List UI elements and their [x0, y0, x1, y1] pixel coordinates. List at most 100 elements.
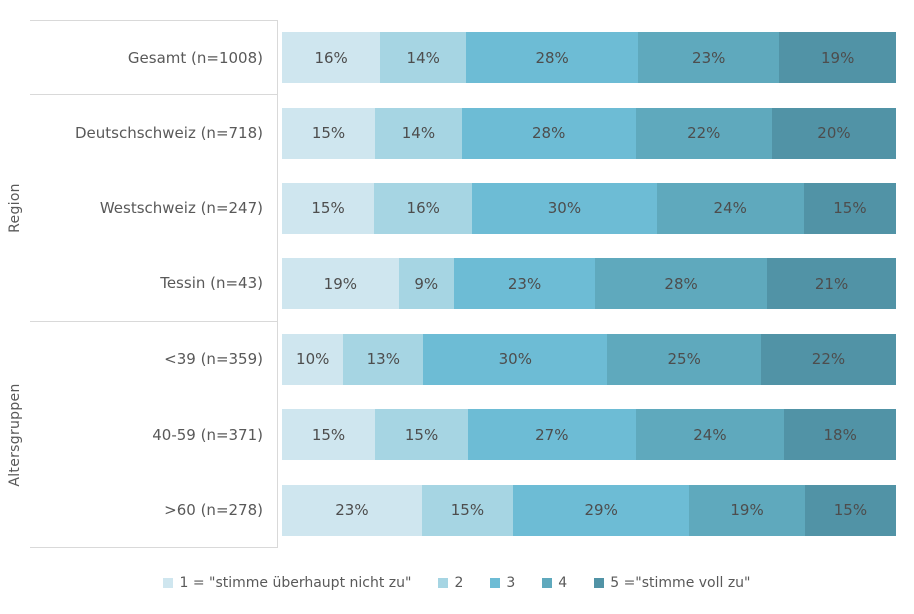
- bar-segment-value: 15%: [311, 425, 346, 444]
- legend-swatch-1: [163, 577, 174, 588]
- bar-segment: 15%: [282, 409, 376, 461]
- legend-item-4: 4: [542, 575, 567, 591]
- bar-segment: 22%: [760, 333, 896, 385]
- bar-segment-value: 23%: [692, 48, 726, 67]
- bar-cell: 15% 14% 28% 22% 20%: [278, 95, 914, 170]
- bar-segment: 27%: [468, 409, 636, 461]
- bar-segment: 28%: [466, 32, 639, 84]
- legend-swatch-3: [490, 577, 501, 588]
- group-label-altersgruppen: Altersgruppen: [7, 382, 23, 487]
- row-label-westschweiz: Westschweiz (n=247): [99, 199, 263, 218]
- bar-segment-value: 21%: [814, 274, 849, 293]
- bar-segment: 9%: [398, 258, 454, 310]
- stacked-bar-40-59: 15% 15% 27% 24% 18%: [282, 409, 896, 461]
- bar-segment-value: 13%: [366, 350, 400, 369]
- bar-segment-value: 15%: [404, 425, 439, 444]
- stacked-bar-chart: Region Altersgruppen Gesamt (n=1008) 16%…: [0, 20, 914, 614]
- chart-legend: 1 = "stimme überhaupt nicht zu" 2 3 4 5 …: [0, 575, 914, 591]
- legend-label-5: 5 ="stimme voll zu": [610, 574, 751, 591]
- bar-segment-value: 24%: [713, 199, 747, 218]
- bar-segment: 13%: [343, 333, 424, 385]
- row-label-cell: Gesamt (n=1008): [30, 20, 278, 96]
- bar-segment-value: 23%: [335, 501, 369, 520]
- row-label-tessin: Tessin (n=43): [160, 274, 263, 293]
- bar-segment: 10%: [282, 333, 344, 385]
- legend-swatch-2: [438, 577, 449, 588]
- legend-label-3: 3: [506, 574, 516, 591]
- bar-segment-value: 16%: [406, 199, 440, 218]
- bar-segment: 19%: [779, 32, 896, 84]
- row-label-unter-39: <39 (n=359): [164, 350, 263, 369]
- row-label-cell: Deutschschweiz (n=718): [30, 95, 278, 171]
- bar-segment-value: 14%: [401, 124, 436, 143]
- bar-segment: 16%: [282, 32, 381, 84]
- bar-segment: 25%: [607, 333, 761, 385]
- bar-segment-value: 19%: [820, 48, 855, 67]
- legend-item-3: 3: [490, 575, 515, 591]
- group-label-region: Region: [7, 183, 23, 234]
- bar-segment: 24%: [635, 409, 785, 461]
- stacked-bar-gesamt: 16% 14% 28% 23% 19%: [282, 32, 896, 84]
- bar-segment-value: 28%: [532, 124, 566, 143]
- bar-segment: 14%: [380, 32, 467, 84]
- bar-segment: 15%: [375, 409, 469, 461]
- stacked-bar-deutschschweiz: 15% 14% 28% 22% 20%: [282, 107, 896, 159]
- legend-label-2: 2: [454, 574, 464, 591]
- legend-label-1: 1 = "stimme überhaupt nicht zu": [179, 574, 412, 591]
- bar-segment: 20%: [771, 107, 896, 159]
- bar-segment: 19%: [282, 258, 399, 310]
- bar-segment-value: 18%: [823, 425, 857, 444]
- bar-segment-value: 25%: [667, 350, 701, 369]
- chart-plot-area: Region Altersgruppen Gesamt (n=1008) 16%…: [0, 20, 914, 548]
- row-label-ueber-60: >60 (n=278): [164, 500, 263, 519]
- row-label-cell: Westschweiz (n=247): [30, 170, 278, 247]
- bar-segment: 28%: [595, 258, 768, 310]
- row-label-40-59: 40-59 (n=371): [152, 425, 263, 444]
- bar-segment-value: 15%: [311, 199, 345, 218]
- bar-cell: 15% 15% 27% 24% 18%: [278, 397, 914, 472]
- row-label-cell: >60 (n=278): [30, 472, 278, 548]
- bar-segment: 18%: [784, 409, 896, 461]
- row-label-cell: 40-59 (n=371): [30, 396, 278, 473]
- bar-segment: 15%: [421, 484, 514, 536]
- bar-cell: 19% 9% 23% 28% 21%: [278, 246, 914, 321]
- bar-segment: 24%: [656, 182, 804, 234]
- bar-segment: 28%: [461, 107, 636, 159]
- bar-cell: 15% 16% 30% 24% 15%: [278, 171, 914, 246]
- bar-segment: 29%: [513, 484, 690, 536]
- bar-segment: 19%: [689, 484, 805, 536]
- bar-segment-value: 29%: [584, 501, 618, 520]
- bar-segment-value: 22%: [811, 350, 846, 369]
- bar-segment: 23%: [638, 32, 780, 84]
- bar-segment: 30%: [472, 182, 657, 234]
- bar-segment: 15%: [803, 182, 896, 234]
- bar-segment-value: 9%: [414, 274, 439, 293]
- bar-cell: 16% 14% 28% 23% 19%: [278, 20, 914, 95]
- bar-segment-value: 20%: [817, 124, 851, 143]
- bar-cell: 23% 15% 29% 19% 15%: [278, 472, 914, 547]
- bar-segment-value: 28%: [664, 274, 698, 293]
- bar-segment-value: 30%: [498, 350, 532, 369]
- legend-item-5: 5 ="stimme voll zu": [594, 574, 751, 591]
- legend-swatch-4: [542, 577, 553, 588]
- bar-segment: 22%: [635, 107, 772, 159]
- bar-segment: 23%: [453, 258, 596, 310]
- bar-segment-value: 30%: [547, 199, 582, 218]
- bar-segment-value: 14%: [406, 48, 440, 67]
- row-label-cell: Tessin (n=43): [30, 246, 278, 322]
- bar-segment-value: 15%: [833, 199, 867, 218]
- row-label-gesamt: Gesamt (n=1008): [127, 48, 263, 67]
- bar-segment: 14%: [375, 107, 462, 159]
- bar-segment: 23%: [282, 484, 422, 536]
- bar-segment-value: 16%: [314, 48, 348, 67]
- bar-segment-value: 15%: [833, 501, 868, 520]
- legend-item-2: 2: [438, 575, 463, 591]
- bar-segment: 21%: [767, 258, 896, 310]
- bar-cell: 10% 13% 30% 25% 22%: [278, 322, 914, 397]
- legend-item-1: 1 = "stimme überhaupt nicht zu": [163, 575, 411, 591]
- stacked-bar-tessin: 19% 9% 23% 28% 21%: [282, 258, 896, 310]
- bar-segment-value: 27%: [535, 425, 569, 444]
- bar-segment-value: 19%: [323, 274, 357, 293]
- row-label-deutschschweiz: Deutschschweiz (n=718): [74, 124, 263, 143]
- bar-segment-value: 10%: [296, 350, 330, 369]
